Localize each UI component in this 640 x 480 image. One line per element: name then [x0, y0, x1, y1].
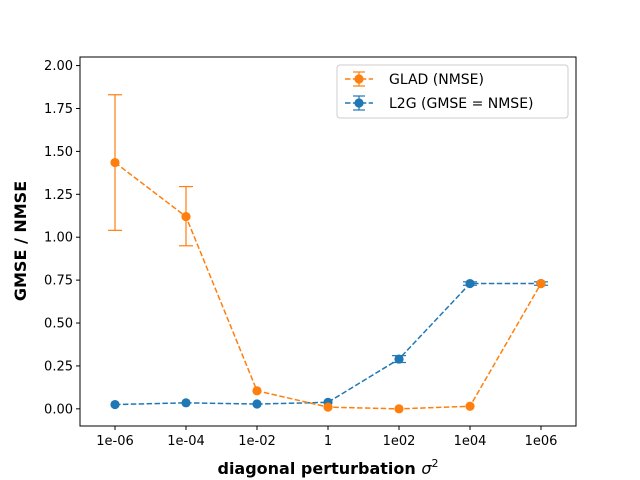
x-tick-label: 1e-04 [167, 434, 205, 449]
y-tick-label: 1.25 [44, 188, 73, 203]
x-axis-title: diagonal perturbation σ2 [217, 457, 438, 478]
data-point [252, 386, 262, 396]
data-point [110, 157, 120, 168]
legend-marker [354, 98, 364, 108]
data-point [465, 401, 475, 411]
x-tick-label: 1e-02 [238, 434, 276, 449]
x-tick-label: 1e04 [454, 434, 487, 449]
data-point [394, 404, 404, 414]
data-point [181, 398, 191, 408]
y-tick-label: 2.00 [44, 59, 73, 74]
y-tick-label: 0.50 [44, 317, 73, 332]
x-tick-label: 1 [324, 434, 332, 449]
x-tick-label: 1e06 [525, 434, 558, 449]
legend: GLAD (NMSE) L2G (GMSE = NMSE) [336, 64, 569, 119]
legend-entry: GLAD (NMSE) [345, 71, 484, 88]
y-axis-title: GMSE / NMSE [11, 181, 30, 301]
data-point [323, 402, 333, 412]
y-tick-label: 1.75 [44, 102, 73, 117]
y-tick-label: 1.00 [44, 231, 73, 246]
y-tick-label: 0.75 [44, 274, 73, 289]
y-tick-label: 0.25 [44, 359, 73, 374]
legend-entry: L2G (GMSE = NMSE) [345, 95, 534, 112]
legend-box [336, 64, 569, 119]
data-point [536, 278, 546, 289]
data-point [110, 399, 120, 410]
series-glad [108, 94, 546, 414]
legend-label: L2G (GMSE = NMSE) [389, 96, 534, 112]
plot-frame [79, 56, 577, 427]
data-point [465, 278, 475, 289]
x-tick-label: 1e-06 [96, 434, 134, 449]
data-point [394, 354, 404, 364]
data-point [252, 399, 262, 409]
y-tick-label: 1.50 [44, 145, 73, 160]
x-tick-label: 1e02 [383, 434, 416, 449]
legend-marker [354, 74, 364, 84]
legend-label: GLAD (NMSE) [389, 72, 484, 88]
data-point [181, 212, 191, 222]
y-tick-label: 0.00 [44, 402, 73, 417]
